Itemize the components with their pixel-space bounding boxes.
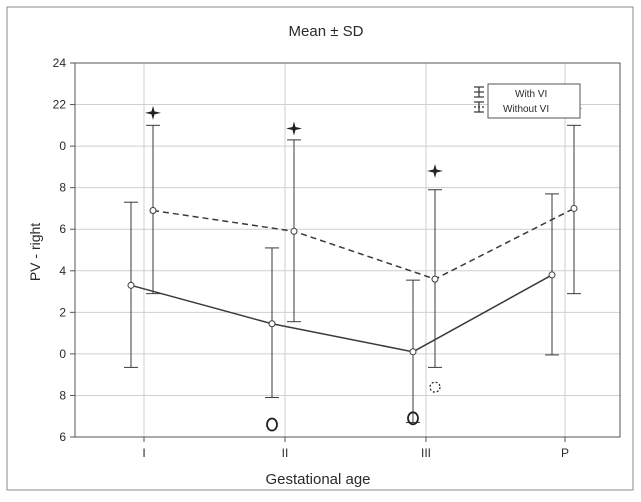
legend-box (487, 83, 581, 119)
y-tick-label: 22 (53, 98, 67, 112)
x-tick-layer: I II III P (142, 437, 569, 460)
x-tick-label: I (142, 446, 145, 460)
legend-icon-without-vi (474, 101, 484, 113)
mean-point (548, 271, 556, 279)
mean-point (268, 320, 276, 328)
x-axis-label: Gestational age (265, 471, 370, 488)
y-tick-label: 4 (59, 264, 66, 278)
y-tick-label: 0 (59, 347, 66, 361)
plot-area-border (74, 62, 621, 438)
legend-label-without-vi: Without VI (503, 104, 549, 115)
mean-point (149, 207, 157, 215)
y-axis-label: PV - right (27, 223, 43, 281)
outlier-circle (407, 411, 419, 426)
legend: With VI Without VI (474, 83, 581, 119)
y-tick-label: 8 (59, 181, 66, 195)
outlier-circle (266, 417, 278, 432)
y-tick-label: 24 (53, 56, 67, 70)
y-tick-label: 0 (59, 139, 66, 153)
x-tick-label: III (421, 446, 431, 460)
y-tick-layer: 24 22 0 8 6 4 2 0 8 6 (53, 56, 75, 444)
mean-point (431, 275, 439, 283)
mean-point (409, 348, 417, 356)
mean-point (127, 281, 135, 289)
chart-title: Mean ± SD (289, 23, 364, 40)
outlier-star (427, 164, 443, 179)
x-tick-label: P (561, 446, 569, 460)
legend-icon-with-vi (474, 86, 484, 98)
outer-border (6, 6, 634, 491)
series-line (152, 207, 575, 280)
legend-label-with-vi: With VI (515, 89, 547, 100)
series-line (130, 274, 553, 353)
outlier-star (286, 121, 302, 136)
series-layer (124, 124, 581, 423)
outlier-layer (145, 101, 582, 432)
x-tick-label: II (282, 446, 289, 460)
mean-point (290, 227, 298, 235)
mean-point (570, 204, 578, 212)
y-tick-label: 6 (59, 430, 66, 444)
y-tick-label: 8 (59, 388, 66, 402)
y-tick-label: 6 (59, 222, 66, 236)
grid-layer (75, 63, 620, 437)
outlier-star (145, 105, 161, 120)
series-with-vi (124, 193, 559, 423)
series-without-vi (146, 124, 581, 368)
outlier-dotted-circle (429, 381, 441, 393)
y-tick-label: 2 (59, 305, 66, 319)
